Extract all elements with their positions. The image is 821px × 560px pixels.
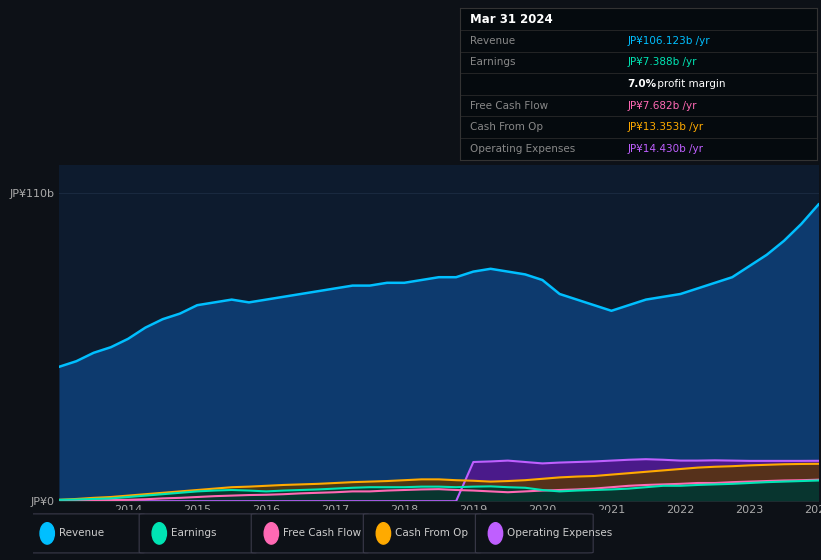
Text: 7.0%: 7.0% — [627, 79, 657, 89]
Text: Operating Expenses: Operating Expenses — [507, 529, 612, 538]
Text: JP¥13.353b /yr: JP¥13.353b /yr — [627, 122, 704, 132]
Text: Mar 31 2024: Mar 31 2024 — [470, 13, 553, 26]
FancyBboxPatch shape — [475, 514, 593, 553]
Text: Operating Expenses: Operating Expenses — [470, 144, 576, 154]
Text: Free Cash Flow: Free Cash Flow — [282, 529, 361, 538]
Text: Earnings: Earnings — [171, 529, 216, 538]
Ellipse shape — [488, 522, 502, 544]
Text: Revenue: Revenue — [59, 529, 103, 538]
Text: Earnings: Earnings — [470, 58, 516, 67]
Text: JP¥7.682b /yr: JP¥7.682b /yr — [627, 101, 697, 111]
Text: Revenue: Revenue — [470, 36, 516, 46]
Text: JP¥7.388b /yr: JP¥7.388b /yr — [627, 58, 697, 67]
FancyBboxPatch shape — [140, 514, 257, 553]
Text: Free Cash Flow: Free Cash Flow — [470, 101, 548, 111]
Ellipse shape — [264, 522, 278, 544]
Text: profit margin: profit margin — [654, 79, 726, 89]
FancyBboxPatch shape — [251, 514, 369, 553]
Text: JP¥106.123b /yr: JP¥106.123b /yr — [627, 36, 710, 46]
Text: JP¥14.430b /yr: JP¥14.430b /yr — [627, 144, 704, 154]
Text: Cash From Op: Cash From Op — [470, 122, 544, 132]
Ellipse shape — [40, 522, 54, 544]
Ellipse shape — [376, 522, 391, 544]
Ellipse shape — [152, 522, 167, 544]
Text: Cash From Op: Cash From Op — [395, 529, 468, 538]
FancyBboxPatch shape — [27, 514, 144, 553]
FancyBboxPatch shape — [363, 514, 481, 553]
